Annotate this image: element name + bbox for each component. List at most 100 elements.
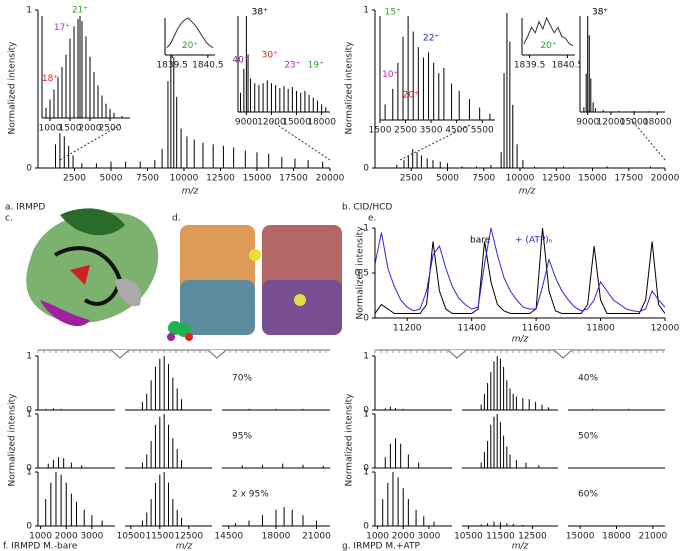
x-tick-label: 12500	[518, 532, 547, 542]
y-tick-label: 0	[363, 314, 369, 324]
x-tick-label: 1500	[369, 126, 392, 136]
y-tick-label: 1	[363, 224, 369, 234]
y-tick-label: 1	[363, 352, 369, 362]
panel-label: g. IRMPD M.+ATP	[342, 542, 420, 551]
y-tick-label: 1	[363, 410, 369, 420]
x-tick-label: 10000	[506, 174, 535, 184]
spectrum-line	[523, 16, 574, 47]
x-tick-label: 17500	[614, 174, 643, 184]
x-tick-label: 11400	[457, 324, 486, 334]
panel-label: a. IRMPD	[5, 203, 45, 213]
x-tick-label: 3500	[420, 126, 443, 136]
x-tick-label: 18000	[262, 532, 291, 542]
panel-label: d.	[172, 214, 181, 224]
y-axis-label: Normalized intensity	[356, 226, 366, 320]
x-tick-label: 11200	[393, 324, 422, 334]
x-tick-label: 12000	[651, 324, 680, 334]
axis-break	[553, 349, 573, 359]
spectrum-line	[374, 227, 666, 314]
connector	[399, 124, 471, 161]
x-axis-label: m/z	[182, 187, 199, 197]
y-tick-label: 0	[363, 522, 369, 532]
axis-break	[207, 349, 227, 359]
x-tick-label: 12500	[542, 174, 571, 184]
charge-label: 17⁺	[54, 23, 70, 33]
x-tick-label: 18000	[643, 118, 672, 128]
panel-label: f. IRMPD M.-bare	[3, 542, 78, 551]
charge-label: 23⁺	[284, 60, 300, 70]
x-tick-label: 10000	[170, 174, 199, 184]
x-tick-label: 1500	[59, 124, 82, 134]
y-tick-label: 0	[26, 464, 32, 474]
y-axis-label: Normalized intensity	[345, 41, 355, 135]
x-tick-label: 15000	[566, 532, 595, 542]
x-tick-label: 3000	[80, 532, 103, 542]
x-tick-label: 2000	[392, 532, 415, 542]
axis-break	[447, 349, 467, 359]
x-tick-label: 9000	[235, 118, 258, 128]
x-tick-label: 1840.5	[192, 61, 224, 71]
charge-label: 10⁺	[382, 70, 398, 80]
row-label: 95%	[232, 432, 252, 442]
x-tick-label: 1000	[366, 532, 389, 542]
x-axis-label: m/z	[512, 335, 529, 345]
panel-label: c.	[5, 214, 13, 224]
charge-label: 20⁺	[540, 41, 556, 51]
charge-label: 21⁺	[72, 5, 88, 15]
connector	[269, 119, 331, 161]
y-tick-label: 1	[26, 410, 32, 420]
x-tick-label: 1000	[39, 124, 62, 134]
x-tick-label: 12000	[257, 118, 286, 128]
panel-label: b. CID/HCD	[342, 203, 392, 213]
x-tick-label: 2500	[400, 174, 423, 184]
x-tick-label: 12500	[206, 174, 235, 184]
x-tick-label: 1000	[29, 532, 52, 542]
inset-bg	[580, 10, 665, 112]
spectrum-line	[374, 227, 666, 313]
protein-c	[26, 208, 159, 327]
spectrum-line	[166, 17, 214, 49]
y-axis-label: Normalized intensity	[8, 41, 18, 135]
y-tick-label: 0	[363, 464, 369, 474]
x-tick-label: 20000	[316, 174, 345, 184]
charge-label: 30⁺	[262, 51, 278, 61]
x-tick-label: 7500	[136, 174, 159, 184]
x-tick-label: 15000	[282, 118, 311, 128]
row-label: 70%	[232, 374, 252, 384]
charge-label: 20⁺	[403, 91, 419, 101]
x-tick-label: 11600	[522, 324, 551, 334]
y-tick-label: 0	[26, 406, 32, 416]
x-tick-label: 21000	[639, 532, 668, 542]
y-tick-label: 1	[26, 468, 32, 478]
x-tick-label: 20000	[651, 174, 680, 184]
panel-label: e.	[368, 214, 376, 224]
x-axis-label: m/z	[176, 542, 193, 551]
x-tick-label: 2500	[63, 174, 86, 184]
legend-entry: + (ATP)ₙ	[515, 236, 553, 246]
charge-label: 38⁺	[252, 8, 268, 18]
charge-label: 40⁺	[232, 56, 248, 66]
x-tick-label: 2500	[99, 124, 122, 134]
y-tick-label: 0.5	[355, 269, 369, 279]
inset-bg	[380, 10, 495, 120]
x-tick-label: 7500	[472, 174, 495, 184]
x-tick-label: 1839.5	[514, 61, 546, 71]
x-axis-label: m/z	[512, 542, 529, 551]
row-label: 60%	[578, 490, 598, 500]
x-tick-label: 5000	[436, 174, 459, 184]
charge-label: 15⁺	[385, 8, 401, 18]
y-axis-label: Normalized intensity	[8, 393, 18, 487]
x-tick-label: 12000	[597, 118, 626, 128]
x-tick-label: 15000	[243, 174, 272, 184]
charge-label: 38⁺	[592, 8, 608, 18]
y-tick-label: 1	[363, 468, 369, 478]
x-tick-label: 2000	[79, 124, 102, 134]
legend-entry: bare	[470, 236, 491, 246]
connector	[629, 117, 666, 161]
charge-label: 22⁺	[423, 34, 439, 44]
x-tick-label: 17500	[279, 174, 308, 184]
x-tick-label: 12500	[174, 532, 203, 542]
inset-bg	[522, 12, 575, 55]
x-tick-label: 15000	[578, 174, 607, 184]
row-label: 50%	[578, 432, 598, 442]
